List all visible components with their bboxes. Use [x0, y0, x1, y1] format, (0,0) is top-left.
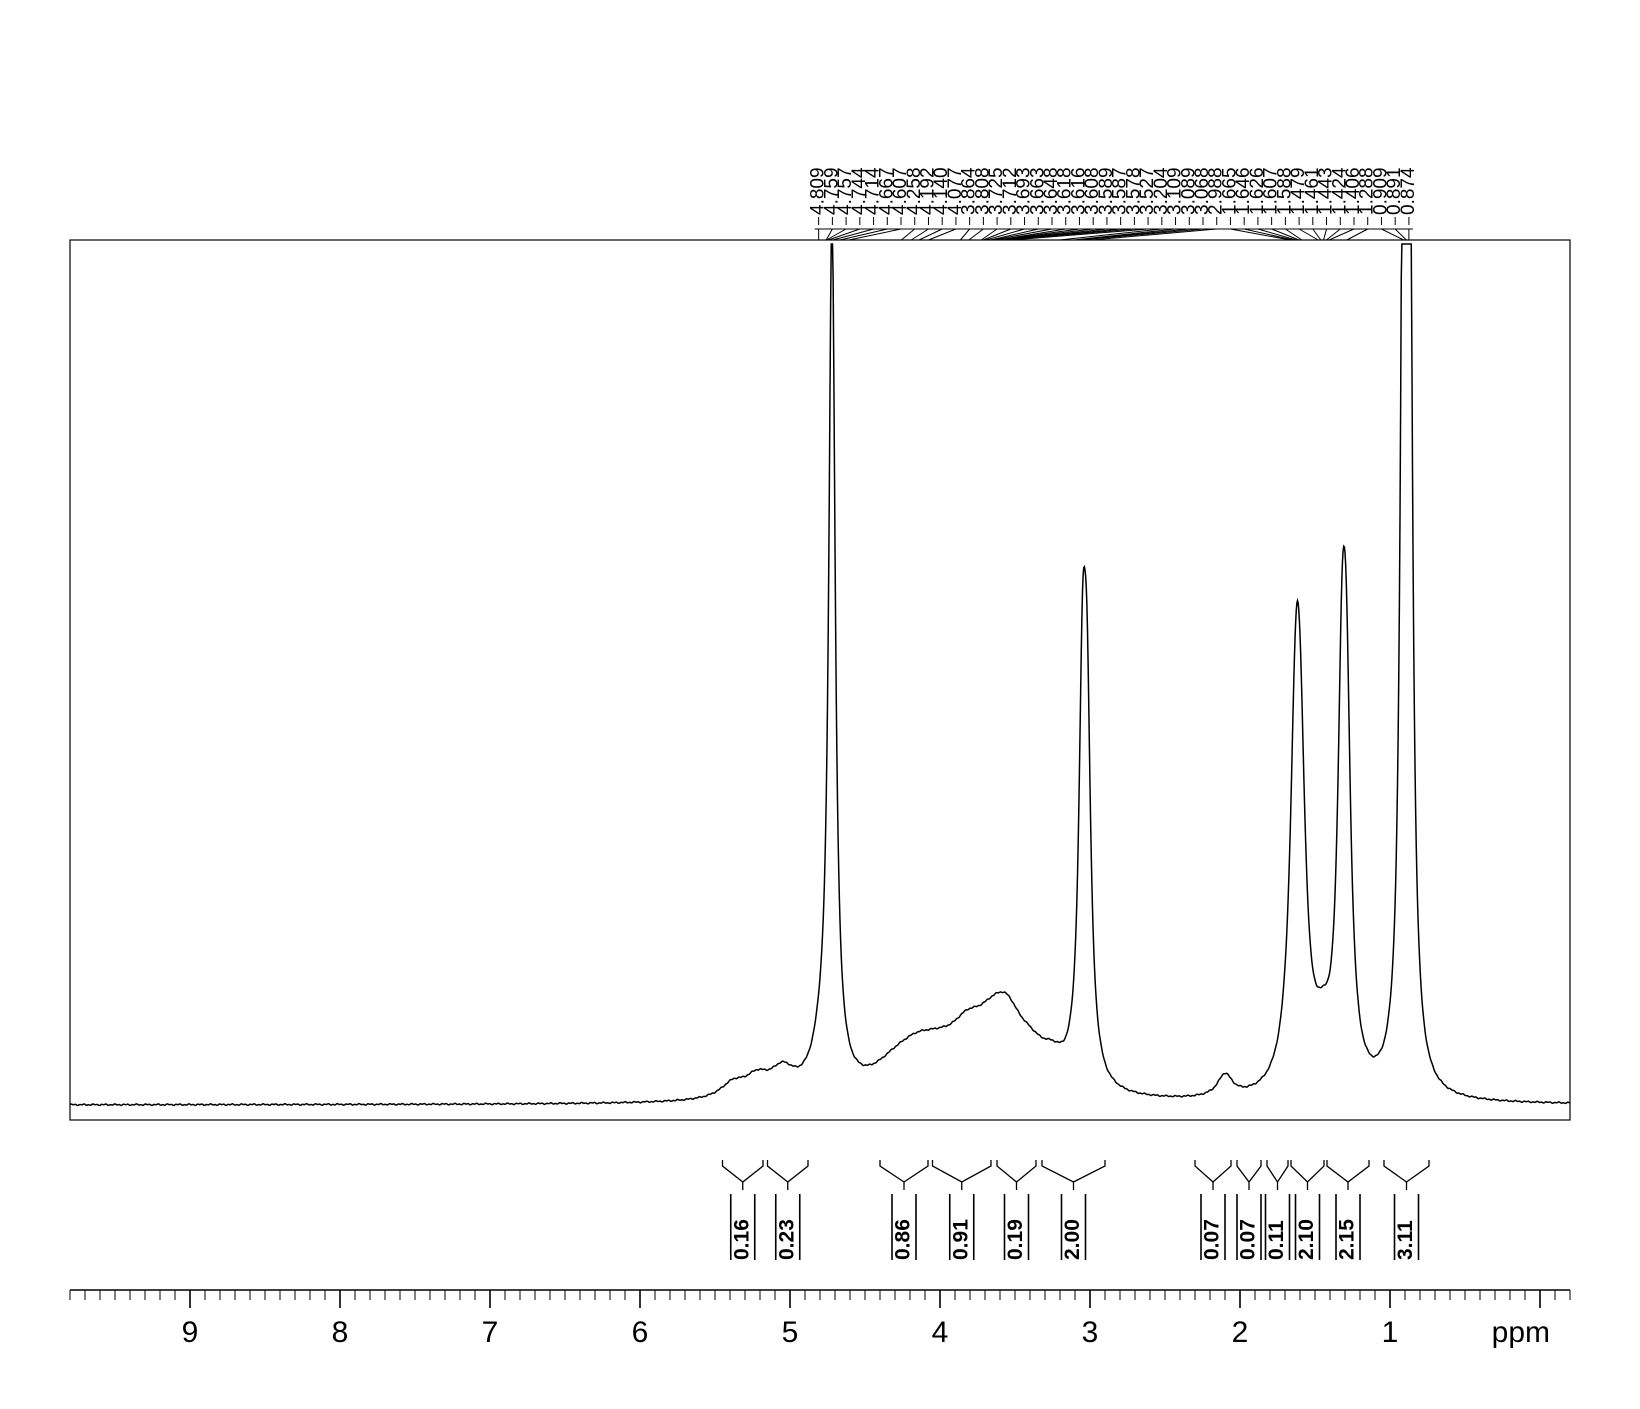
svg-text:0.19: 0.19 — [1004, 1219, 1027, 1260]
svg-text:6: 6 — [632, 1316, 649, 1349]
spectrum-trace — [70, 244, 1570, 1105]
svg-text:0.874: 0.874 — [1398, 167, 1419, 215]
svg-text:4: 4 — [932, 1316, 949, 1349]
svg-text:0.23: 0.23 — [775, 1219, 798, 1260]
nmr-svg: 4.8094.7594.7574.7444.7144.6674.6074.258… — [0, 0, 1640, 1409]
svg-text:3: 3 — [1082, 1316, 1099, 1349]
svg-text:1: 1 — [1382, 1316, 1399, 1349]
svg-text:2.00: 2.00 — [1061, 1219, 1084, 1260]
axis-unit-label: ppm — [1492, 1316, 1550, 1349]
svg-text:0.16: 0.16 — [730, 1219, 753, 1260]
nmr-spectrum-chart: 4.8094.7594.7574.7444.7144.6674.6074.258… — [0, 0, 1640, 1409]
svg-text:0.11: 0.11 — [1265, 1220, 1288, 1260]
svg-text:8: 8 — [332, 1316, 349, 1349]
svg-text:7: 7 — [482, 1316, 499, 1349]
svg-text:0.91: 0.91 — [949, 1219, 972, 1260]
svg-text:3.11: 3.11 — [1394, 1220, 1417, 1260]
svg-text:2: 2 — [1232, 1316, 1249, 1349]
svg-text:2.15: 2.15 — [1336, 1219, 1359, 1260]
svg-text:5: 5 — [782, 1316, 799, 1349]
svg-text:9: 9 — [182, 1316, 199, 1349]
svg-text:0.86: 0.86 — [892, 1219, 915, 1260]
svg-text:0.07: 0.07 — [1237, 1219, 1260, 1260]
svg-text:0.07: 0.07 — [1201, 1219, 1224, 1260]
svg-text:2.10: 2.10 — [1295, 1219, 1318, 1260]
